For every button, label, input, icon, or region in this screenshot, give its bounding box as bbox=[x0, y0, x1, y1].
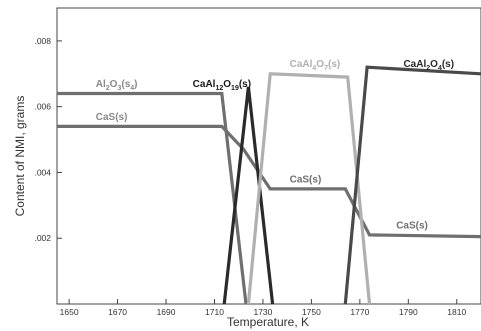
x-axis-title: Temperature, K bbox=[227, 315, 309, 329]
x-tick-label: 1690 bbox=[157, 307, 176, 317]
label-part: CaS(s) bbox=[396, 220, 428, 231]
label-part: ) bbox=[134, 79, 137, 90]
plot-frame bbox=[56, 7, 481, 305]
x-tick-label: 1670 bbox=[108, 307, 127, 317]
label-part: O bbox=[223, 79, 231, 90]
label-part: O bbox=[110, 79, 118, 90]
y-tick-label: .006 bbox=[34, 102, 51, 112]
label-part: CaAl bbox=[290, 59, 313, 70]
y-tick-label: .002 bbox=[34, 233, 51, 243]
label-subscript: 4 bbox=[130, 85, 134, 92]
series-label: CaS(s) bbox=[96, 112, 128, 123]
series-line bbox=[222, 86, 275, 305]
label-subscript: 7 bbox=[324, 65, 328, 72]
label-subscript: 4 bbox=[438, 65, 442, 72]
label-part: CaS(s) bbox=[96, 112, 128, 123]
series-lines bbox=[57, 65, 481, 305]
label-subscript: 2 bbox=[426, 65, 430, 72]
series-label: CaAl12​O19​(s) bbox=[193, 79, 251, 92]
series-line bbox=[57, 91, 248, 305]
x-tick-label: 1710 bbox=[205, 307, 224, 317]
x-tick-label: 1730 bbox=[253, 307, 272, 317]
label-part: O bbox=[430, 59, 438, 70]
x-tick-label: 1650 bbox=[60, 307, 79, 317]
series-line bbox=[343, 65, 481, 305]
series-label: Al2​O3​(s4​) bbox=[96, 79, 138, 92]
label-part: (s bbox=[121, 79, 130, 90]
series-label: CaAl2​O4​(s) bbox=[403, 59, 454, 72]
y-tick-label: .008 bbox=[34, 36, 51, 46]
label-subscript: 12 bbox=[215, 85, 223, 92]
y-axis-title: Content of NMI, grams bbox=[13, 96, 27, 217]
series-line bbox=[57, 124, 481, 239]
y-tick-label: .004 bbox=[34, 167, 51, 177]
series-label: CaS(s) bbox=[396, 220, 428, 231]
label-subscript: 3 bbox=[117, 85, 121, 92]
label-subscript: 4 bbox=[312, 65, 316, 72]
label-part: O bbox=[316, 59, 324, 70]
label-part: CaAl bbox=[403, 59, 426, 70]
label-part: CaAl bbox=[193, 79, 216, 90]
label-subscript: 19 bbox=[231, 85, 239, 92]
x-axis-ticks: 1650 1670 1690 1710 1730 1750 1770 1790 1810 bbox=[60, 299, 466, 317]
x-tick-label: 1770 bbox=[350, 307, 369, 317]
series-labels: Al2​O3​(s4​) CaS(s) CaAl12​O19​(s) CaAl4​O7… bbox=[96, 59, 454, 231]
series-label: CaS(s) bbox=[290, 174, 322, 185]
label-part: (s) bbox=[442, 59, 454, 70]
x-tick-label: 1790 bbox=[399, 307, 418, 317]
x-tick-label: 1750 bbox=[302, 307, 321, 317]
y-axis-ticks: .002 .004 .006 .008 bbox=[34, 36, 62, 243]
label-part: (s) bbox=[328, 59, 340, 70]
label-part: (s) bbox=[239, 79, 251, 90]
series-label: CaAl4​O7​(s) bbox=[290, 59, 341, 72]
x-tick-label: 1810 bbox=[447, 307, 466, 317]
label-part: Al bbox=[96, 79, 106, 90]
label-part: CaS(s) bbox=[290, 174, 322, 185]
series-line bbox=[246, 72, 372, 305]
label-subscript: 2 bbox=[106, 85, 110, 92]
